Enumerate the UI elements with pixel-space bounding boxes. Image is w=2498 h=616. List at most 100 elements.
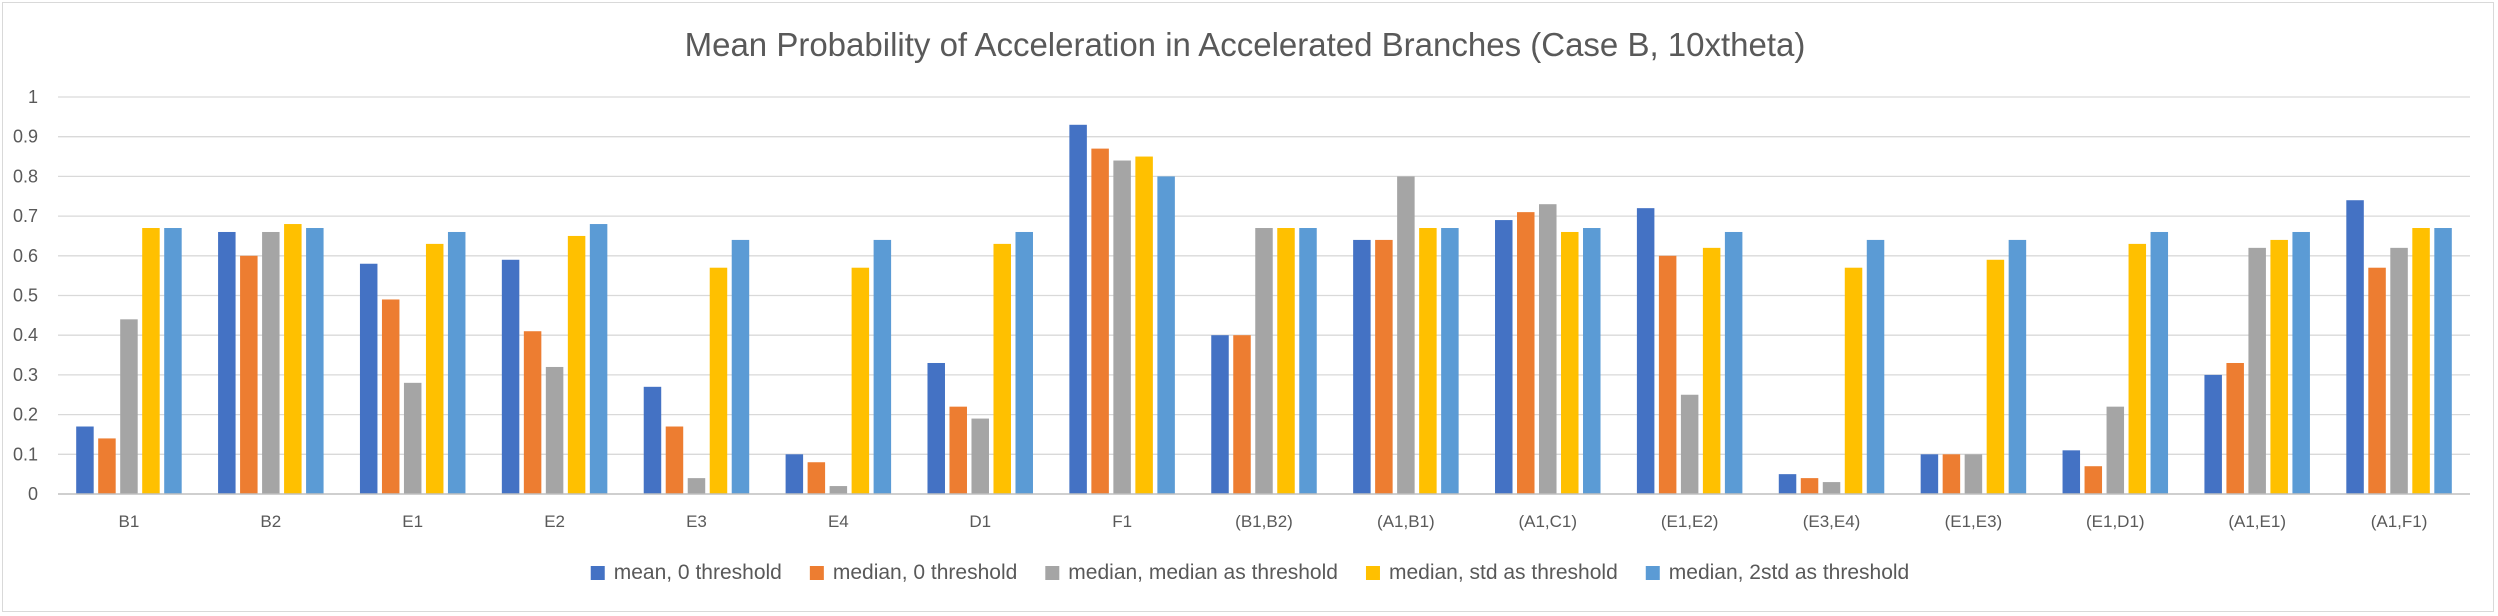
bar <box>447 231 466 495</box>
bar <box>164 228 182 494</box>
bar <box>306 228 324 494</box>
bar <box>1495 220 1513 494</box>
bar <box>807 462 826 494</box>
bar <box>709 267 728 494</box>
x-category-label: E3 <box>686 512 707 531</box>
legend-label: median, std as threshold <box>1389 561 1618 584</box>
bar <box>2390 247 2408 494</box>
legend-swatch <box>1645 566 1660 580</box>
bar <box>1583 228 1601 494</box>
bar <box>1658 255 1677 494</box>
legend-label: mean, 0 threshold <box>614 561 782 584</box>
bar <box>501 259 520 494</box>
legend-label: median, 0 threshold <box>833 561 1017 584</box>
legend-swatch <box>1045 566 1060 580</box>
bar <box>1680 394 1699 494</box>
bar <box>1299 228 1317 494</box>
x-category-label: (E3,E4) <box>1803 512 1861 531</box>
y-tick-label: 0.8 <box>13 166 38 186</box>
x-category-label: (B1,B2) <box>1235 512 1293 531</box>
x-category-label: E1 <box>402 512 423 531</box>
bar <box>403 382 422 494</box>
legend-label: median, 2std as threshold <box>1669 561 1909 584</box>
bar <box>971 418 989 494</box>
bar <box>785 454 804 494</box>
bar <box>1135 156 1153 495</box>
bar <box>665 426 684 494</box>
y-tick-label: 0.6 <box>13 246 38 266</box>
legend-label: median, median as threshold <box>1068 561 1338 584</box>
x-category-label: (E1,D1) <box>2086 512 2145 531</box>
legend-item: median, 2std as threshold <box>1645 561 1909 584</box>
bar <box>142 228 160 494</box>
bar <box>2226 362 2244 494</box>
bar <box>1441 228 1459 494</box>
bar <box>1233 335 1251 494</box>
x-axis-categories: B1 B2 E1 E2 E3 E4 D1 F1 (B1,B2) (A1,B1) (A1,C1) (E1… <box>119 512 2428 531</box>
bar <box>1866 239 1885 494</box>
y-axis-ticks: 0 0.1 0.2 0.3 0.4 0.5 0.6 0.7 0.8 0.9 1 <box>13 87 38 504</box>
bar <box>2204 374 2222 494</box>
y-tick-label: 0.9 <box>13 127 38 147</box>
bar <box>1800 478 1819 494</box>
x-category-label: (A1,E1) <box>2228 512 2286 531</box>
bar <box>1942 454 1961 494</box>
bar <box>98 438 116 494</box>
bar <box>1539 204 1557 494</box>
y-tick-label: 0.7 <box>13 206 38 226</box>
bar <box>262 231 280 495</box>
bar <box>567 235 586 494</box>
bar <box>1964 454 1983 494</box>
bar <box>643 386 662 494</box>
x-category-label: B2 <box>260 512 281 531</box>
y-tick-label: 0.2 <box>13 405 38 425</box>
bar <box>949 406 967 494</box>
x-category-label: (E1,E3) <box>1945 512 2003 531</box>
x-category-label: (A1,C1) <box>1518 512 1577 531</box>
legend-swatch <box>1365 566 1380 580</box>
bars <box>76 124 2452 495</box>
bar <box>284 224 302 495</box>
legend-item: median, median as threshold <box>1045 561 1338 584</box>
bar <box>1561 231 1579 495</box>
legend-item: median, 0 threshold <box>809 561 1017 584</box>
y-tick-label: 0 <box>28 484 38 504</box>
bar <box>1517 212 1535 494</box>
legend: mean, 0 threshold median, 0 threshold medi… <box>590 561 1909 584</box>
bar <box>240 255 258 494</box>
y-tick-label: 0.5 <box>13 286 38 306</box>
bar <box>1353 239 1371 494</box>
bar <box>927 362 945 494</box>
bar <box>1157 176 1175 494</box>
bar <box>218 231 236 495</box>
bar <box>993 243 1011 494</box>
bar <box>1920 454 1939 494</box>
bar <box>76 426 94 494</box>
bar <box>851 267 870 494</box>
bar <box>425 243 444 494</box>
bar <box>1211 335 1229 494</box>
bar <box>1069 124 1087 494</box>
bar <box>1091 148 1109 495</box>
bar <box>2008 239 2027 494</box>
legend-item: median, std as threshold <box>1365 561 1618 584</box>
bar <box>873 239 892 494</box>
bar <box>1822 482 1841 494</box>
y-tick-label: 1 <box>28 87 38 107</box>
legend-swatch <box>590 566 605 580</box>
bar <box>2062 450 2081 494</box>
bar <box>1419 228 1437 494</box>
bar <box>120 319 138 494</box>
x-category-label: (A1,F1) <box>2371 512 2428 531</box>
bar <box>1113 160 1131 494</box>
bar <box>1636 208 1655 494</box>
bar <box>545 366 564 494</box>
bar <box>2346 200 2364 494</box>
bar <box>2270 239 2288 494</box>
bar <box>1986 259 2005 494</box>
bar <box>1724 231 1743 495</box>
bar <box>1255 228 1273 494</box>
x-category-label: (A1,B1) <box>1377 512 1435 531</box>
bar <box>1277 228 1295 494</box>
x-category-label: D1 <box>969 512 991 531</box>
